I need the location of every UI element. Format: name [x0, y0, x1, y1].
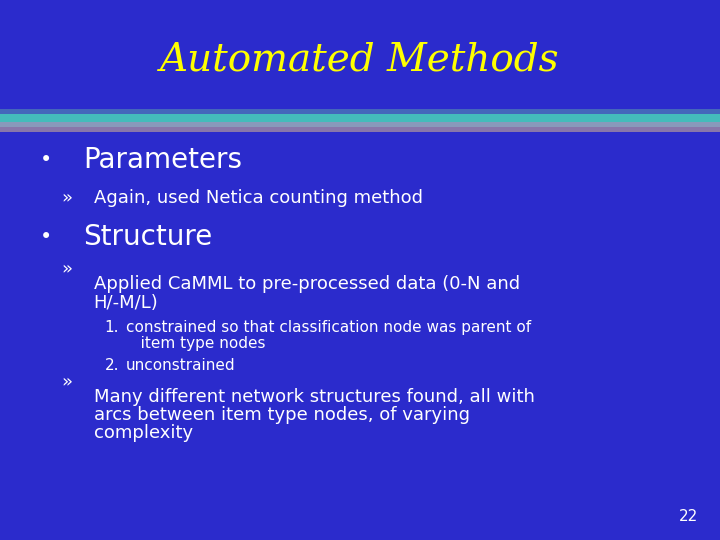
Text: Parameters: Parameters: [83, 146, 242, 174]
Text: Many different network structures found, all with: Many different network structures found,…: [94, 388, 534, 406]
Text: unconstrained: unconstrained: [126, 358, 235, 373]
Bar: [0, 114, 720, 122]
Text: H/-M/L): H/-M/L): [94, 294, 158, 312]
Text: •: •: [40, 227, 52, 247]
Text: •: •: [40, 150, 52, 170]
Text: »: »: [61, 189, 72, 207]
Text: 22: 22: [679, 509, 698, 524]
Text: »: »: [61, 374, 72, 391]
Text: 1.: 1.: [104, 320, 119, 335]
Bar: [0, 127, 720, 132]
Text: item type nodes: item type nodes: [126, 336, 266, 351]
Text: Again, used Netica counting method: Again, used Netica counting method: [94, 189, 423, 207]
Bar: [0, 109, 720, 114]
Text: constrained so that classification node was parent of: constrained so that classification node …: [126, 320, 531, 335]
Text: »: »: [61, 261, 72, 279]
Text: Automated Methods: Automated Methods: [160, 42, 560, 78]
Text: arcs between item type nodes, of varying: arcs between item type nodes, of varying: [94, 406, 469, 424]
Text: 2.: 2.: [104, 358, 119, 373]
Text: Structure: Structure: [83, 223, 212, 251]
Text: Applied CaMML to pre-processed data (0-N and: Applied CaMML to pre-processed data (0-N…: [94, 275, 520, 293]
Text: complexity: complexity: [94, 424, 193, 442]
Bar: [0, 122, 720, 127]
